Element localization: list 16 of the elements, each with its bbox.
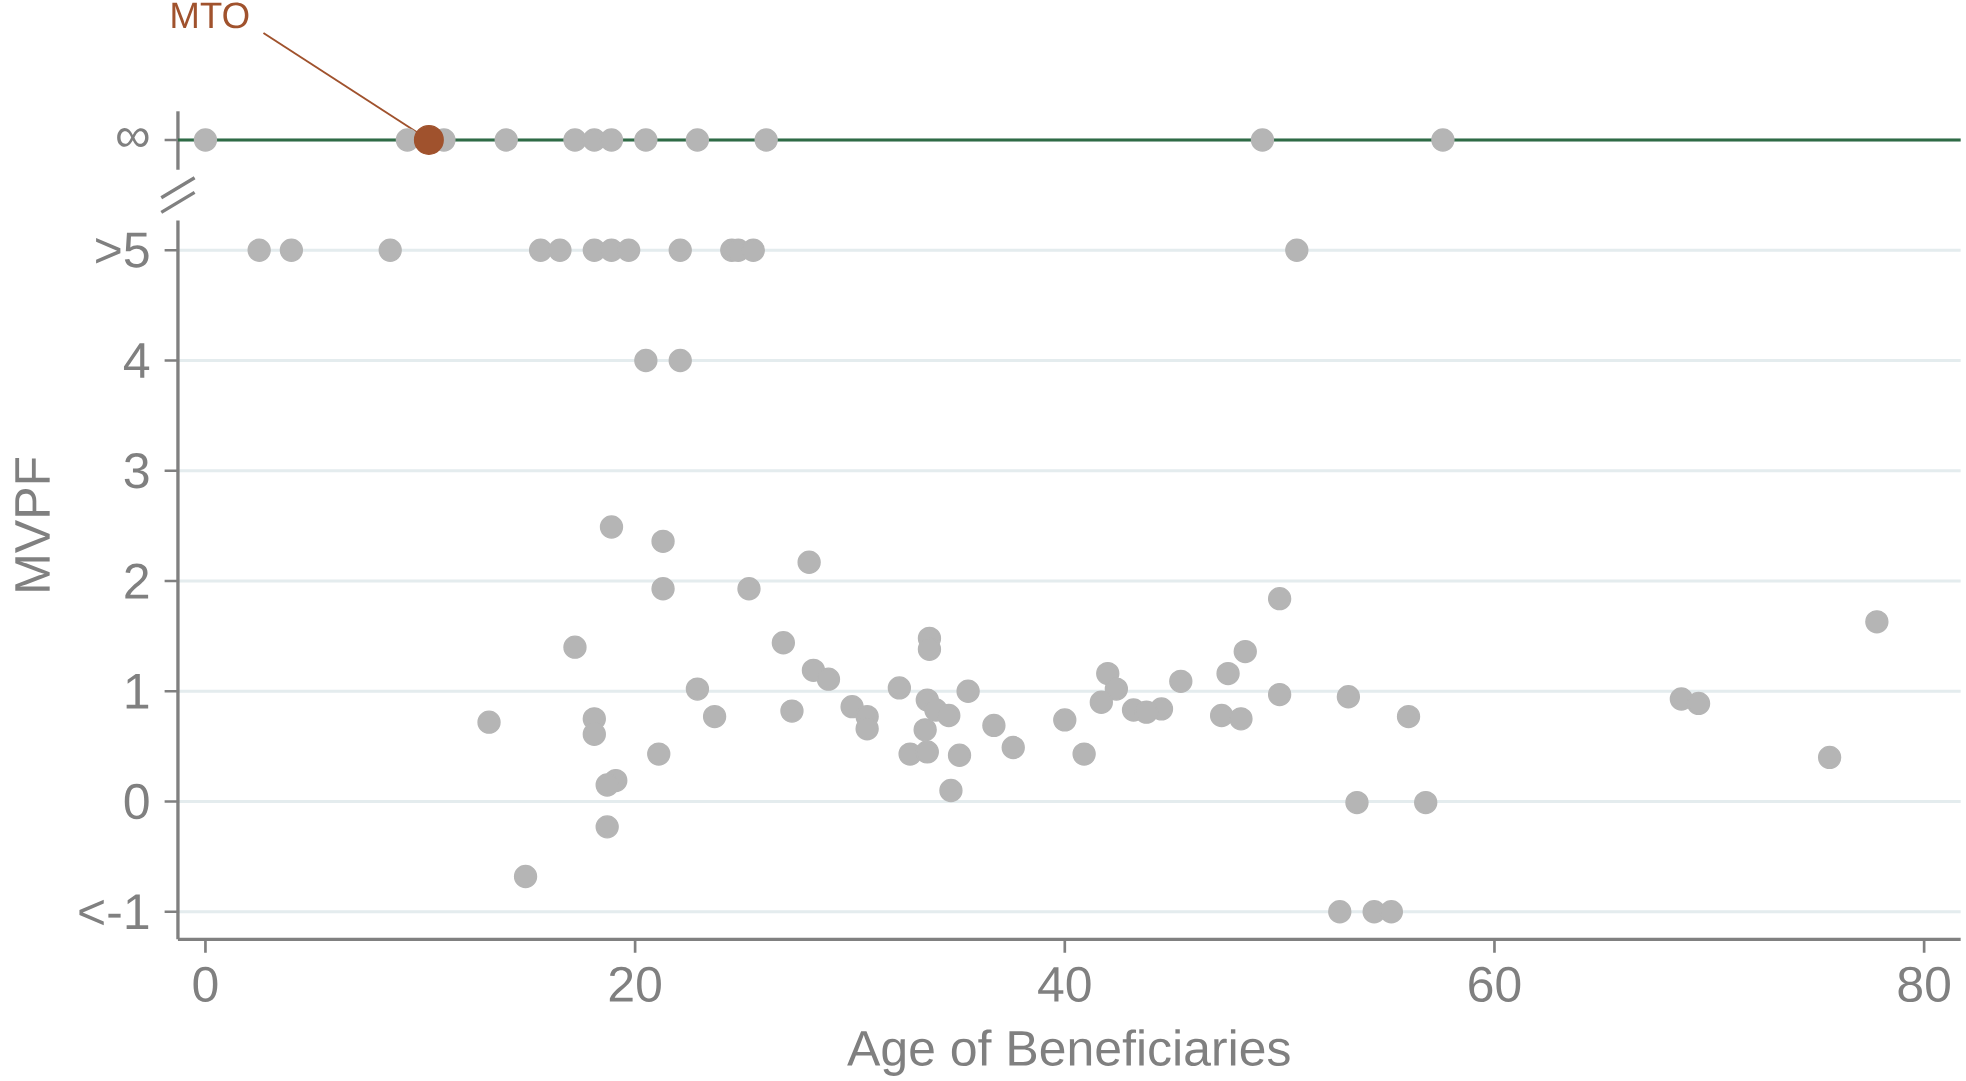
annotation: MTO (172, 2, 249, 29)
y-tick-label: <-1 (79, 894, 149, 929)
y-tick-label: 0 (124, 783, 149, 820)
y-tick-label: ∞ (117, 128, 149, 148)
x-tick-label: 40 (1038, 966, 1091, 1003)
y-tick-label: 3 (124, 453, 149, 489)
x-axis-title: Age of Beneficiaries (847, 1029, 1290, 1076)
x-tick-label: 0 (193, 966, 218, 1003)
y-axis-title: MVPF (15, 457, 50, 591)
y-tick-label: 2 (125, 563, 149, 599)
y-tick-label: 1 (126, 674, 149, 709)
x-tick-label: 80 (1898, 966, 1950, 1003)
y-tick-label: >5 (96, 232, 149, 268)
x-tick-label: 60 (1469, 966, 1521, 1003)
x-tick-label: 20 (609, 966, 661, 1003)
y-tick-label: 4 (123, 343, 150, 378)
